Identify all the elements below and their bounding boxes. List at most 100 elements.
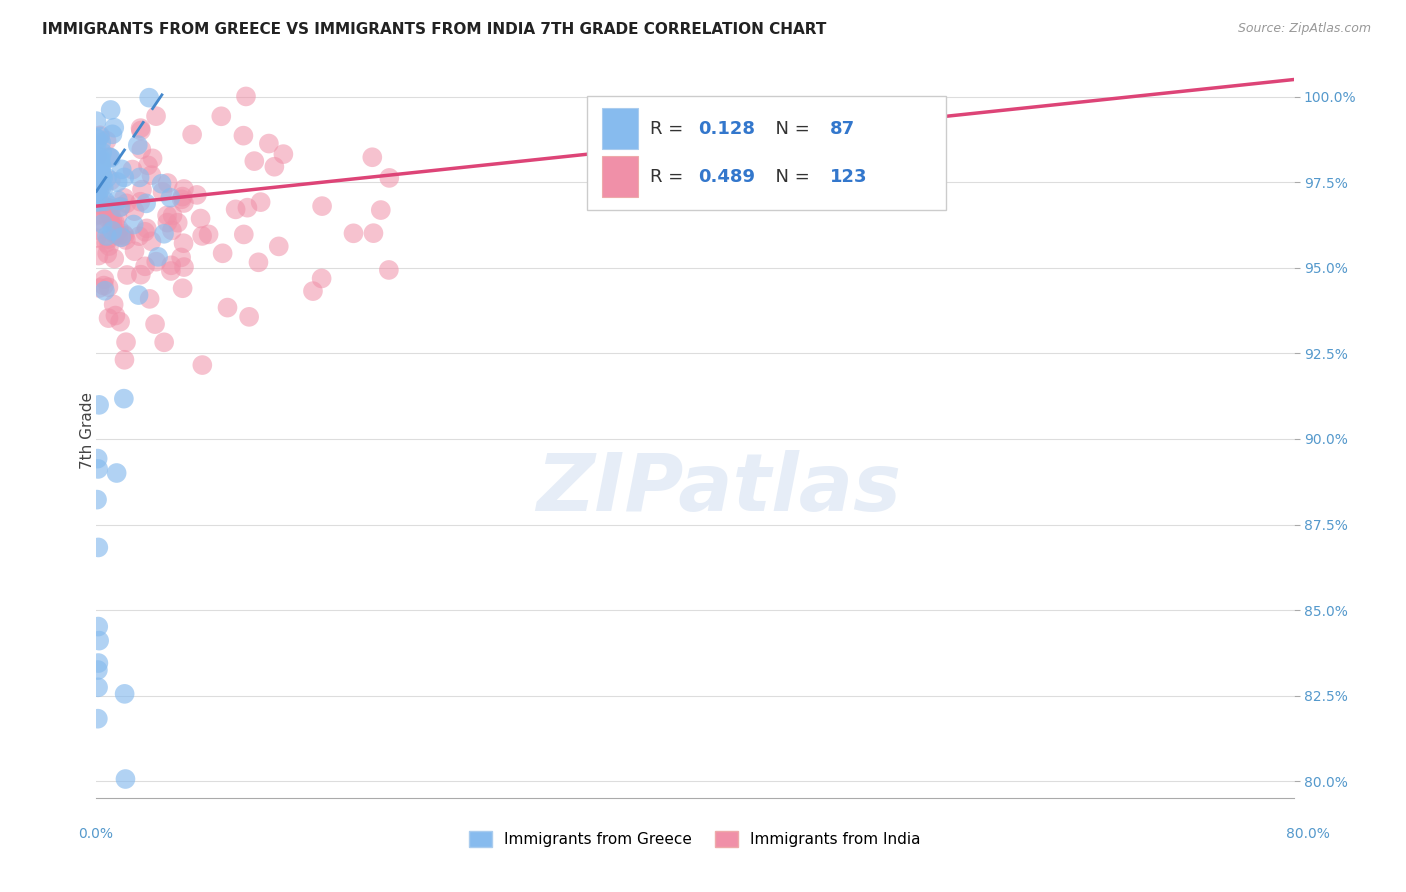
- Point: [138, 91, 160, 105]
- Point: [86, 155, 108, 169]
- Point: [146, 250, 169, 264]
- Point: [311, 271, 333, 285]
- Point: [89, 166, 111, 180]
- Point: [94, 194, 117, 209]
- Point: [191, 228, 214, 243]
- Point: [87, 223, 110, 237]
- Point: [232, 128, 254, 143]
- Point: [156, 208, 179, 222]
- Point: [105, 466, 128, 480]
- Point: [370, 202, 392, 217]
- Point: [100, 208, 122, 222]
- Point: [89, 194, 111, 209]
- Point: [145, 254, 167, 268]
- Point: [87, 663, 110, 677]
- Text: 87: 87: [830, 120, 855, 137]
- Point: [238, 310, 260, 324]
- Point: [107, 194, 129, 208]
- FancyBboxPatch shape: [586, 95, 946, 210]
- Point: [114, 772, 136, 786]
- Point: [110, 230, 132, 244]
- Point: [249, 195, 271, 210]
- Text: IMMIGRANTS FROM GREECE VS IMMIGRANTS FROM INDIA 7TH GRADE CORRELATION CHART: IMMIGRANTS FROM GREECE VS IMMIGRANTS FRO…: [42, 22, 827, 37]
- Point: [87, 156, 110, 170]
- Point: [89, 152, 111, 166]
- Point: [141, 235, 163, 249]
- Point: [235, 89, 257, 103]
- Point: [93, 278, 115, 293]
- Point: [84, 155, 107, 169]
- Point: [153, 335, 176, 350]
- Point: [160, 264, 183, 278]
- Point: [172, 189, 194, 203]
- Point: [87, 184, 110, 198]
- Point: [156, 176, 179, 190]
- Point: [129, 268, 152, 282]
- Point: [115, 335, 138, 350]
- Bar: [602, 109, 638, 149]
- Point: [89, 633, 111, 648]
- Point: [86, 151, 108, 165]
- Point: [90, 167, 112, 181]
- Point: [93, 272, 115, 286]
- Point: [84, 181, 107, 195]
- Point: [152, 185, 174, 199]
- Point: [84, 153, 107, 168]
- Point: [98, 201, 121, 215]
- Point: [104, 309, 127, 323]
- Point: [145, 109, 167, 123]
- Point: [100, 151, 122, 165]
- Point: [87, 180, 110, 194]
- Point: [86, 151, 108, 165]
- Point: [141, 168, 163, 182]
- Point: [87, 132, 110, 146]
- Text: R =: R =: [650, 120, 689, 137]
- Text: 80.0%: 80.0%: [1285, 827, 1330, 841]
- Text: 123: 123: [830, 168, 868, 186]
- Point: [86, 214, 108, 228]
- Point: [273, 147, 295, 161]
- Point: [112, 392, 135, 406]
- Point: [89, 178, 111, 192]
- Point: [90, 136, 112, 150]
- Point: [170, 251, 193, 265]
- Point: [247, 255, 270, 269]
- Point: [86, 164, 108, 178]
- Point: [128, 170, 150, 185]
- Point: [225, 202, 247, 217]
- Point: [97, 311, 120, 326]
- Legend: Immigrants from Greece, Immigrants from India: Immigrants from Greece, Immigrants from …: [463, 825, 927, 854]
- Point: [302, 284, 325, 298]
- Point: [84, 145, 107, 160]
- Point: [89, 281, 111, 295]
- Point: [143, 317, 166, 331]
- Point: [100, 173, 122, 187]
- Point: [101, 128, 124, 142]
- Point: [378, 263, 401, 277]
- Point: [87, 541, 110, 555]
- Point: [96, 170, 118, 185]
- Point: [91, 145, 114, 160]
- Point: [170, 192, 193, 206]
- Point: [110, 200, 132, 214]
- Point: [84, 169, 107, 184]
- Point: [86, 149, 108, 163]
- Point: [136, 158, 159, 172]
- Point: [90, 152, 112, 166]
- Point: [86, 169, 108, 184]
- Point: [86, 492, 108, 507]
- Text: N =: N =: [763, 168, 815, 186]
- Point: [87, 172, 110, 186]
- Point: [84, 157, 107, 171]
- Point: [84, 178, 107, 192]
- Text: N =: N =: [763, 120, 815, 137]
- Point: [103, 120, 125, 135]
- Point: [87, 162, 110, 177]
- Point: [89, 179, 111, 194]
- Text: 0.489: 0.489: [699, 168, 755, 186]
- Point: [129, 123, 152, 137]
- Point: [89, 129, 111, 144]
- Point: [267, 239, 290, 253]
- Point: [84, 195, 107, 210]
- Point: [86, 185, 108, 199]
